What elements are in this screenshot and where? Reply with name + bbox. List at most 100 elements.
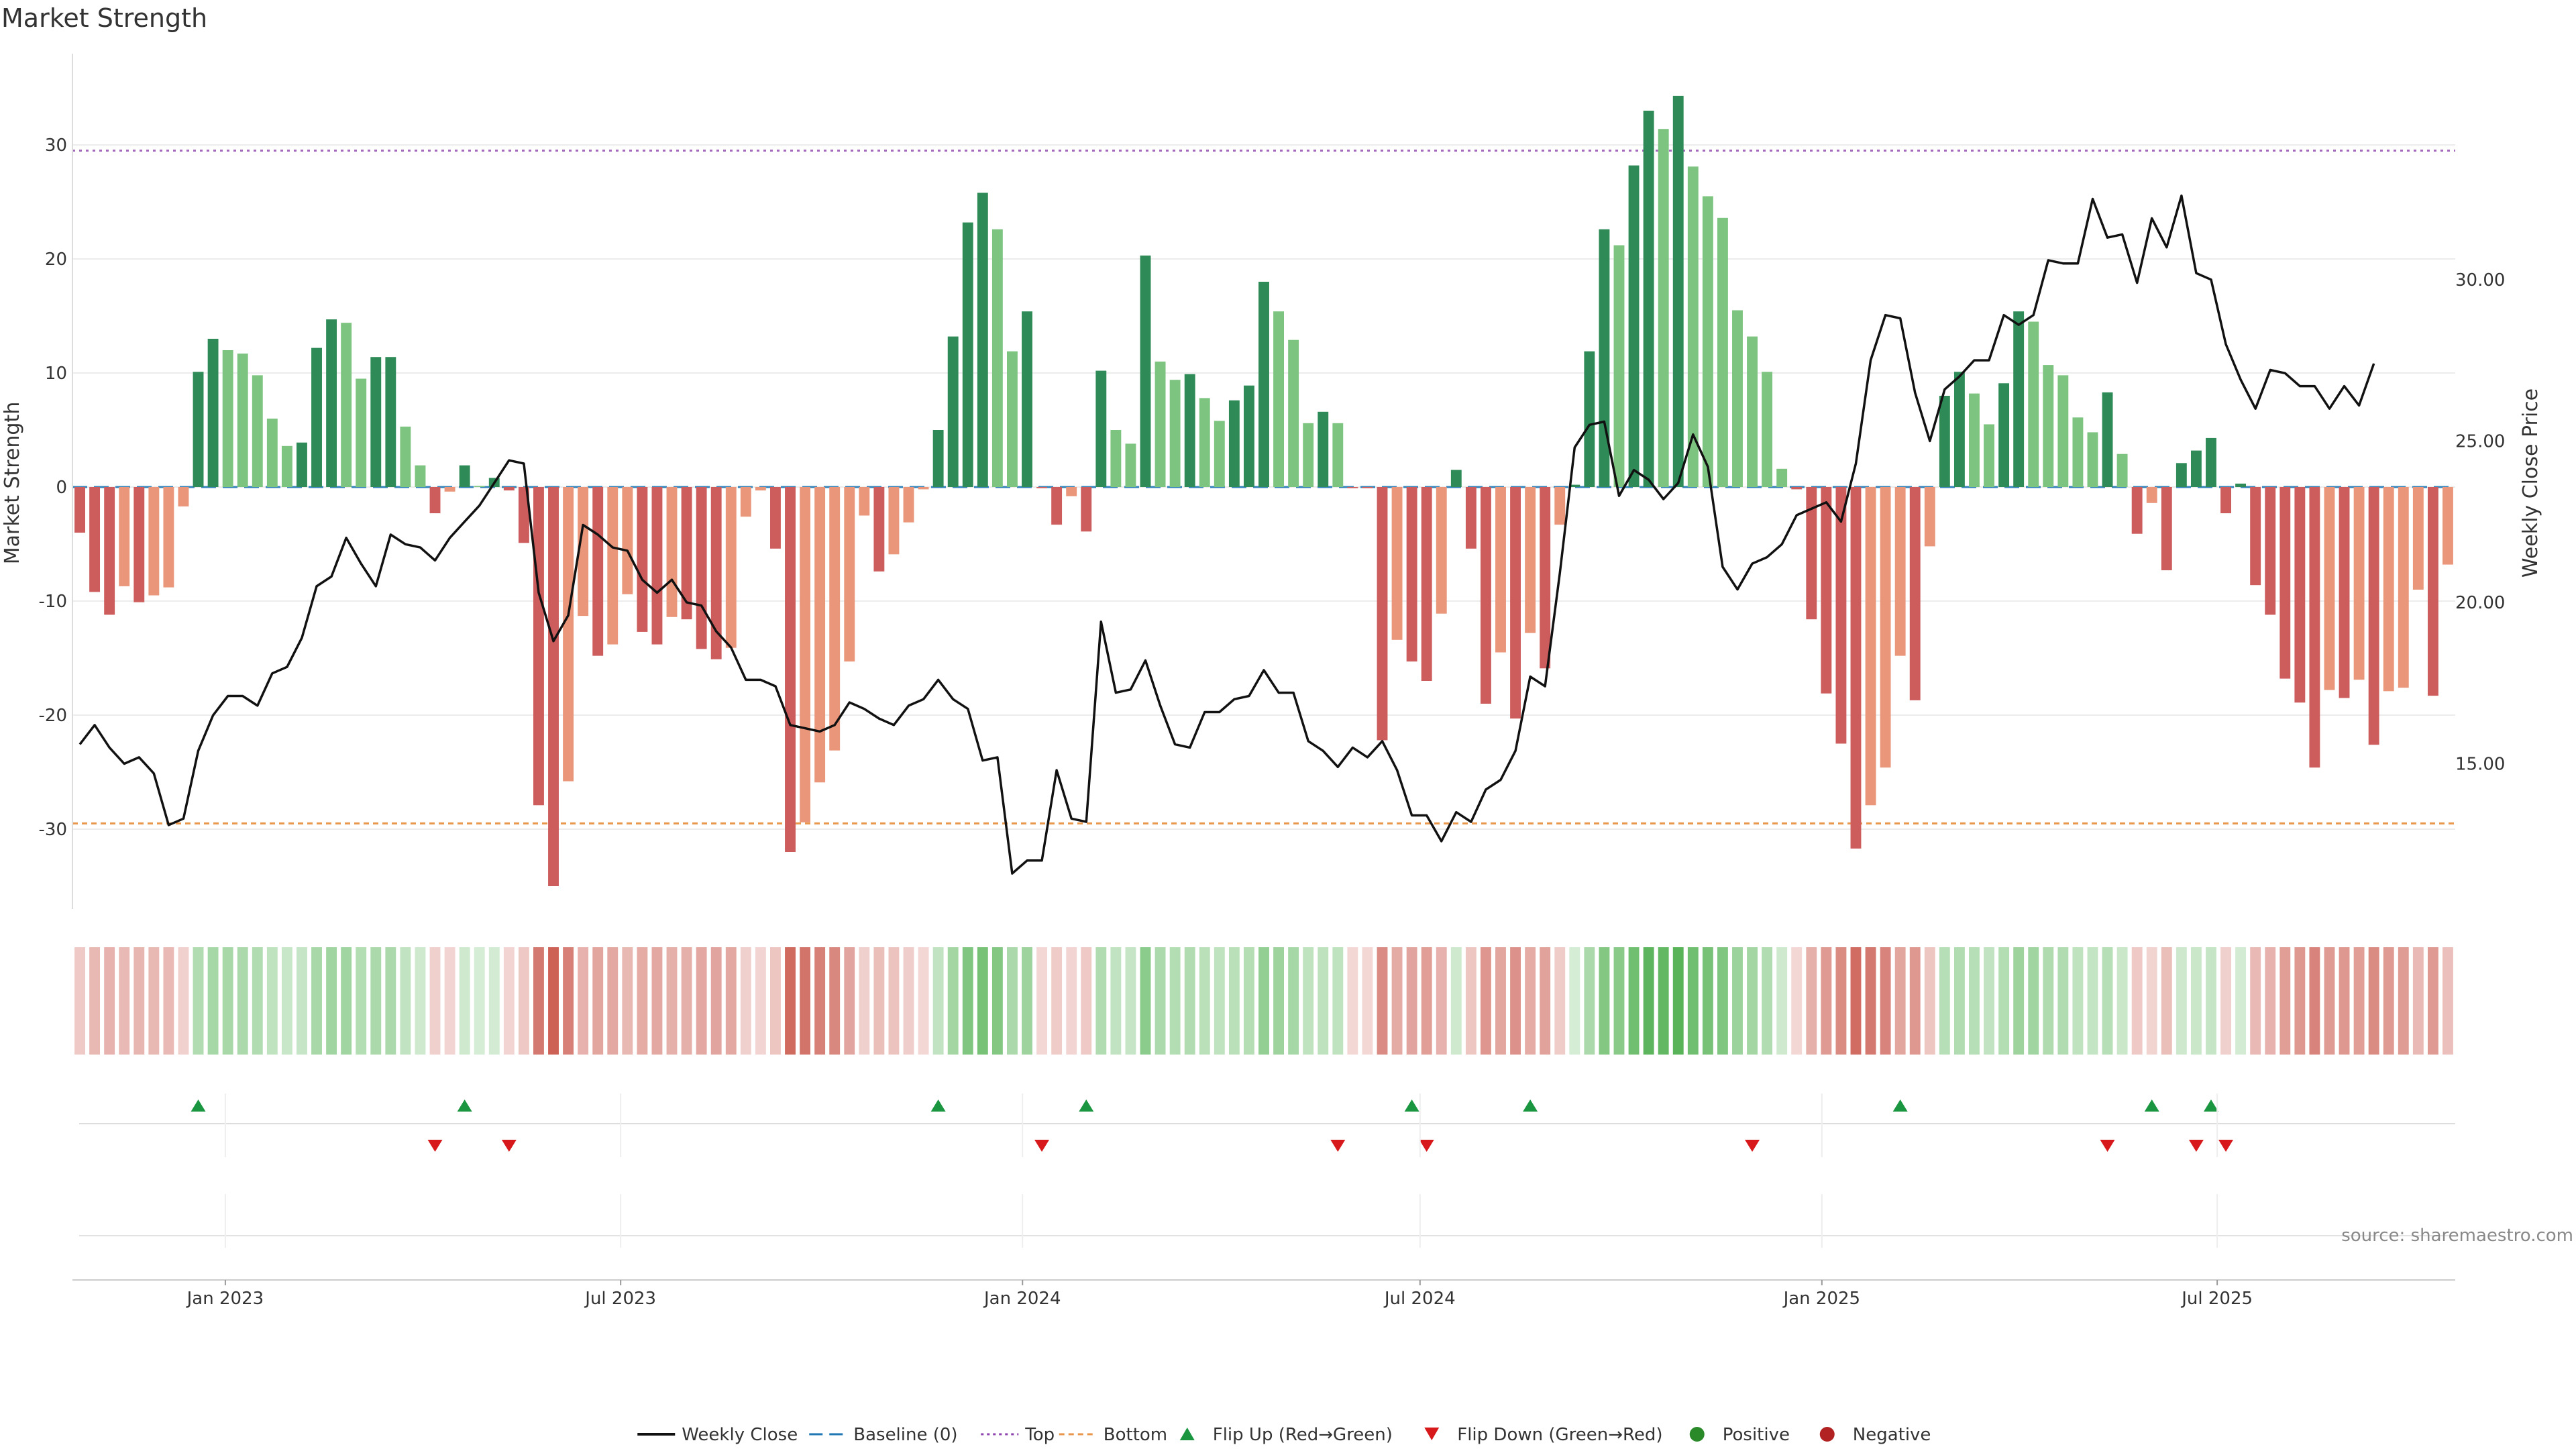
legend-label: Positive [1723,1425,1790,1445]
strength-heatstrip [74,947,2453,1055]
strength-bar [163,487,174,588]
strength-bar [962,222,973,487]
strength-bar [2102,392,2113,487]
strength-bar [1110,430,1122,487]
x-tick-label: Jan 2025 [1782,1289,1861,1309]
heat-cell [740,947,751,1055]
heat-cell [2412,947,2424,1055]
heat-cell [903,947,914,1055]
strength-bar [1762,372,1773,487]
strength-bar [1125,443,1136,487]
strength-bar [2087,432,2098,487]
strength-bar [2368,487,2379,745]
strength-bar [2013,311,2025,487]
legend-item: Flip Up (Red→Green) [1179,1425,1393,1445]
strength-bar [1450,470,1462,487]
strength-bar [622,487,633,594]
strength-bar [1687,166,1699,488]
heat-cell [651,947,663,1055]
strength-bar [119,487,130,586]
heat-cell [1510,947,1521,1055]
strength-bar [1155,362,1166,487]
heat-cell [148,947,160,1055]
strength-bar [1924,487,1935,547]
strength-bar [2057,375,2069,487]
heat-cell [1702,947,1713,1055]
y-tick-label: -10 [39,592,67,612]
strength-bar [1273,311,1285,487]
heat-cell [326,947,337,1055]
heat-cell [2235,947,2247,1055]
flip-down-marker [2188,1140,2204,1152]
heat-cell [873,947,885,1055]
strength-bar [1672,95,1684,487]
heat-cell [1273,947,1285,1055]
heat-cell [1214,947,1225,1055]
strength-bar [415,465,426,487]
legend-item: Weekly Close [637,1425,798,1445]
strength-bar [178,487,189,506]
heat-cell [444,947,455,1055]
strength-bar [1791,487,1803,490]
heat-cell [1791,947,1803,1055]
legend-item: Top [981,1425,1055,1445]
strength-bar [2146,487,2157,503]
strength-bar [1776,468,1788,487]
strength-bar [1243,385,1254,487]
strength-bar [1880,487,1891,768]
heat-cell [1228,947,1240,1055]
strength-bar [548,487,559,886]
strength-bar [133,487,145,602]
strength-bar [1510,487,1521,719]
heat-cell [1569,947,1580,1055]
source-note: source: sharemaestro.com [2341,1226,2573,1246]
heat-cell [592,947,604,1055]
strength-bar [2324,487,2335,690]
heat-cell [2443,947,2453,1055]
strength-bar [104,487,115,615]
right-axis-title: Weekly Close Price [2519,388,2542,578]
strength-bar [710,487,722,659]
heat-cell [207,947,219,1055]
heat-cell [1288,947,1299,1055]
strength-bar [755,487,766,491]
heat-cell [2368,947,2379,1055]
left-axis-title: Market Strength [1,402,24,564]
heat-cell [2353,947,2365,1055]
heat-cell [1584,947,1595,1055]
strength-bar [1495,487,1506,653]
legend-label: Bottom [1104,1425,1167,1445]
heat-cell [119,947,130,1055]
y-tick-label: 30 [45,136,67,156]
heat-cell [2265,947,2276,1055]
strength-bar [1288,339,1299,487]
heat-cell [844,947,855,1055]
legend-swatch-dot [1819,1427,1835,1442]
heat-cell [1628,947,1640,1055]
strength-bar [785,487,796,852]
heat-cell [1362,947,1373,1055]
strength-bar [696,487,707,649]
heat-cell [2116,947,2128,1055]
heat-cell [1939,947,1950,1055]
legend-item: Positive [1689,1425,1790,1445]
flip-up-marker [930,1099,946,1112]
heat-cell [2057,947,2069,1055]
flip-down-marker [1034,1140,1050,1152]
heat-cell [429,947,441,1055]
heat-cell [2398,947,2409,1055]
strength-bar [2412,487,2424,590]
heat-cell [252,947,263,1055]
strength-bar [370,357,382,487]
heat-cell [859,947,870,1055]
strength-bar [533,487,544,806]
strength-bar [356,378,367,487]
heat-cell [2013,947,2025,1055]
strength-bar [1540,487,1551,669]
flip-down-marker [1330,1140,1346,1152]
heat-cell [1762,947,1773,1055]
flip-up-marker [191,1099,206,1112]
heat-cell [666,947,678,1055]
heat-cell [297,947,307,1055]
